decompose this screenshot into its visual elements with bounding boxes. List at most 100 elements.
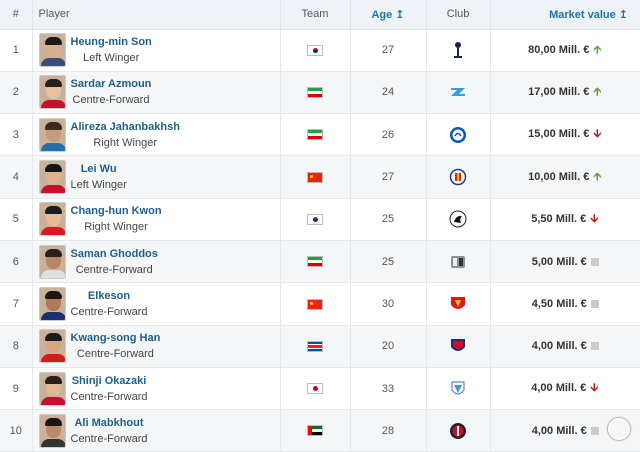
player-photo[interactable] — [38, 160, 66, 195]
market-value[interactable]: 5,50 Mill. € — [531, 212, 587, 225]
club-header: Club — [426, 0, 491, 30]
team-cell — [280, 240, 351, 284]
player-photo[interactable] — [38, 33, 66, 68]
player-position: Centre-Forward — [72, 94, 150, 107]
player-name-link[interactable]: Kwang-song Han — [70, 332, 161, 345]
cagliari-crest-icon[interactable] — [449, 339, 467, 352]
player-name-link[interactable]: Chang-hun Kwon — [70, 205, 162, 218]
rank-cell: 4 — [0, 155, 33, 199]
malaga-crest-icon[interactable] — [449, 381, 467, 395]
rank-header: # — [0, 0, 33, 30]
table-row: 7 Elkeson Centre-Forward 30 4,50 Mill. € — [0, 282, 640, 326]
espanyol-crest-icon[interactable] — [449, 168, 467, 186]
team-cell — [280, 282, 351, 326]
team-cell — [280, 198, 351, 241]
market-value[interactable]: 4,50 Mill. € — [531, 297, 587, 310]
player-position: Centre-Forward — [75, 263, 153, 276]
iran-flag-icon[interactable] — [307, 87, 323, 99]
club-cell — [426, 325, 491, 368]
trend-unchanged-icon — [590, 342, 599, 351]
team-header: Team — [280, 0, 351, 30]
rank-cell: 5 — [0, 198, 33, 241]
player-photo[interactable] — [38, 371, 66, 406]
team-cell — [280, 29, 351, 72]
tottenham-crest-icon[interactable] — [449, 42, 467, 59]
market-value[interactable]: 17,00 Mill. € — [528, 85, 590, 98]
club-cell — [426, 71, 491, 115]
freiburg-crest-icon[interactable] — [449, 210, 467, 228]
age-cell: 27 — [350, 29, 427, 72]
club-cell — [426, 198, 491, 241]
age-cell: 24 — [350, 71, 427, 115]
player-name-link[interactable]: Lei Wu — [80, 163, 117, 176]
player-photo[interactable] — [38, 117, 66, 152]
market-value[interactable]: 4,00 Mill. € — [531, 424, 587, 437]
market-value-sort-header[interactable]: Market value ↥ — [490, 0, 640, 30]
player-photo[interactable] — [38, 413, 66, 448]
player-name-link[interactable]: Shinji Okazaki — [71, 374, 147, 387]
trend-down-icon: 🡫 — [590, 382, 599, 395]
player-position: Right Winger — [93, 136, 157, 149]
market-value[interactable]: 15,00 Mill. € — [528, 128, 590, 141]
table-header-row: # Player Team Age ↥ Club Market value ↥ — [0, 0, 640, 30]
market-value[interactable]: 10,00 Mill. € — [528, 170, 590, 183]
china-flag-icon[interactable] — [307, 298, 323, 310]
rank-cell: 3 — [0, 113, 33, 157]
age-cell: 26 — [350, 113, 427, 157]
market-value-cell: 4,00 Mill. € — [490, 325, 640, 368]
zenit-crest-icon[interactable] — [449, 86, 467, 98]
age-cell: 27 — [350, 155, 427, 199]
table-row: 8 Kwang-song Han Centre-Forward 20 4,00 Mill… — [0, 325, 640, 368]
age-cell: 20 — [350, 325, 427, 368]
age-cell: 25 — [350, 198, 427, 241]
player-name-link[interactable]: Ali Mabkhout — [74, 416, 144, 429]
iran-flag-icon[interactable] — [307, 129, 323, 141]
rank-cell: 10 — [0, 409, 33, 452]
japan-flag-icon[interactable] — [307, 383, 323, 395]
age-cell: 30 — [350, 282, 427, 326]
iran-flag-icon[interactable] — [307, 256, 323, 268]
market-value[interactable]: 80,00 Mill. € — [528, 43, 590, 56]
player-name-link[interactable]: Sardar Azmoun — [70, 78, 152, 91]
rank-cell: 6 — [0, 240, 33, 284]
player-photo[interactable] — [38, 244, 66, 279]
amiens-crest-icon[interactable] — [449, 255, 467, 268]
player-name-link[interactable]: Alireza Jahanbakhsh — [70, 120, 180, 133]
brighton-crest-icon[interactable] — [449, 126, 467, 143]
uae-flag-icon[interactable] — [307, 425, 323, 437]
market-value-cell: 5,50 Mill. € 🡫 — [490, 198, 640, 241]
team-cell — [280, 325, 351, 368]
age-cell: 25 — [350, 240, 427, 284]
guangzhou-crest-icon[interactable] — [449, 296, 467, 310]
china-flag-icon[interactable] — [307, 171, 323, 183]
al-jazira-crest-icon[interactable] — [449, 422, 467, 439]
player-name-link[interactable]: Saman Ghoddos — [70, 247, 158, 260]
player-photo[interactable] — [38, 202, 66, 237]
rank-cell: 9 — [0, 367, 33, 411]
player-position: Centre-Forward — [70, 305, 148, 318]
age-sort-header[interactable]: Age ↥ — [350, 0, 427, 30]
player-name-link[interactable]: Heung-min Son — [70, 36, 152, 49]
player-photo[interactable] — [38, 286, 66, 321]
player-cell: Sardar Azmoun Centre-Forward — [32, 71, 281, 115]
trend-up-icon: 🡩 — [593, 43, 602, 56]
team-cell — [280, 409, 351, 452]
market-value-cell: 10,00 Mill. € 🡩 — [490, 155, 640, 199]
market-value[interactable]: 5,00 Mill. € — [531, 255, 587, 268]
table-row: 2 Sardar Azmoun Centre-Forward 24 17,00 Mill… — [0, 71, 640, 115]
club-cell — [426, 282, 491, 326]
trend-unchanged-icon — [590, 426, 599, 435]
market-value[interactable]: 4,00 Mill. € — [531, 340, 587, 353]
age-cell: 28 — [350, 409, 427, 452]
club-cell — [426, 409, 491, 452]
player-position: Left Winger — [70, 179, 127, 192]
trend-down-icon: 🡫 — [590, 212, 599, 225]
player-photo[interactable] — [38, 75, 66, 110]
market-value[interactable]: 4,00 Mill. € — [531, 382, 587, 395]
player-photo[interactable] — [38, 329, 66, 364]
north-korea-flag-icon[interactable] — [307, 340, 323, 352]
south-korea-flag-icon[interactable] — [307, 213, 323, 225]
table-row: 1 Heung-min Son Left Winger 27 80,00 Mill. €… — [0, 29, 640, 72]
south-korea-flag-icon[interactable] — [307, 44, 323, 56]
player-name-link[interactable]: Elkeson — [87, 289, 131, 302]
